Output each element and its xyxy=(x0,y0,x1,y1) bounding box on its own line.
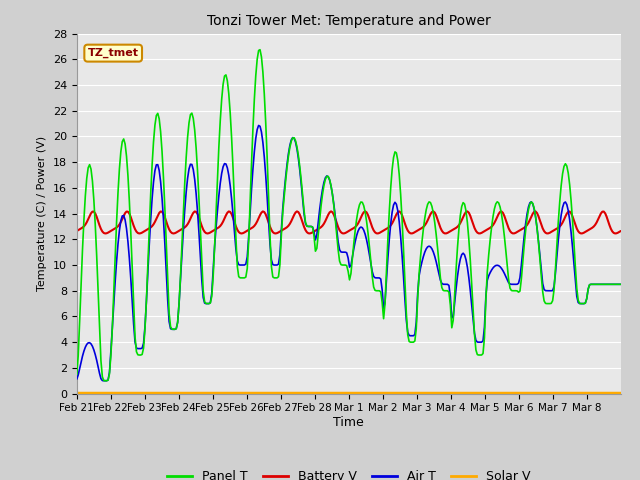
Text: TZ_tmet: TZ_tmet xyxy=(88,48,139,58)
Y-axis label: Temperature (C) / Power (V): Temperature (C) / Power (V) xyxy=(37,136,47,291)
X-axis label: Time: Time xyxy=(333,416,364,429)
Title: Tonzi Tower Met: Temperature and Power: Tonzi Tower Met: Temperature and Power xyxy=(207,14,491,28)
Legend: Panel T, Battery V, Air T, Solar V: Panel T, Battery V, Air T, Solar V xyxy=(163,465,535,480)
